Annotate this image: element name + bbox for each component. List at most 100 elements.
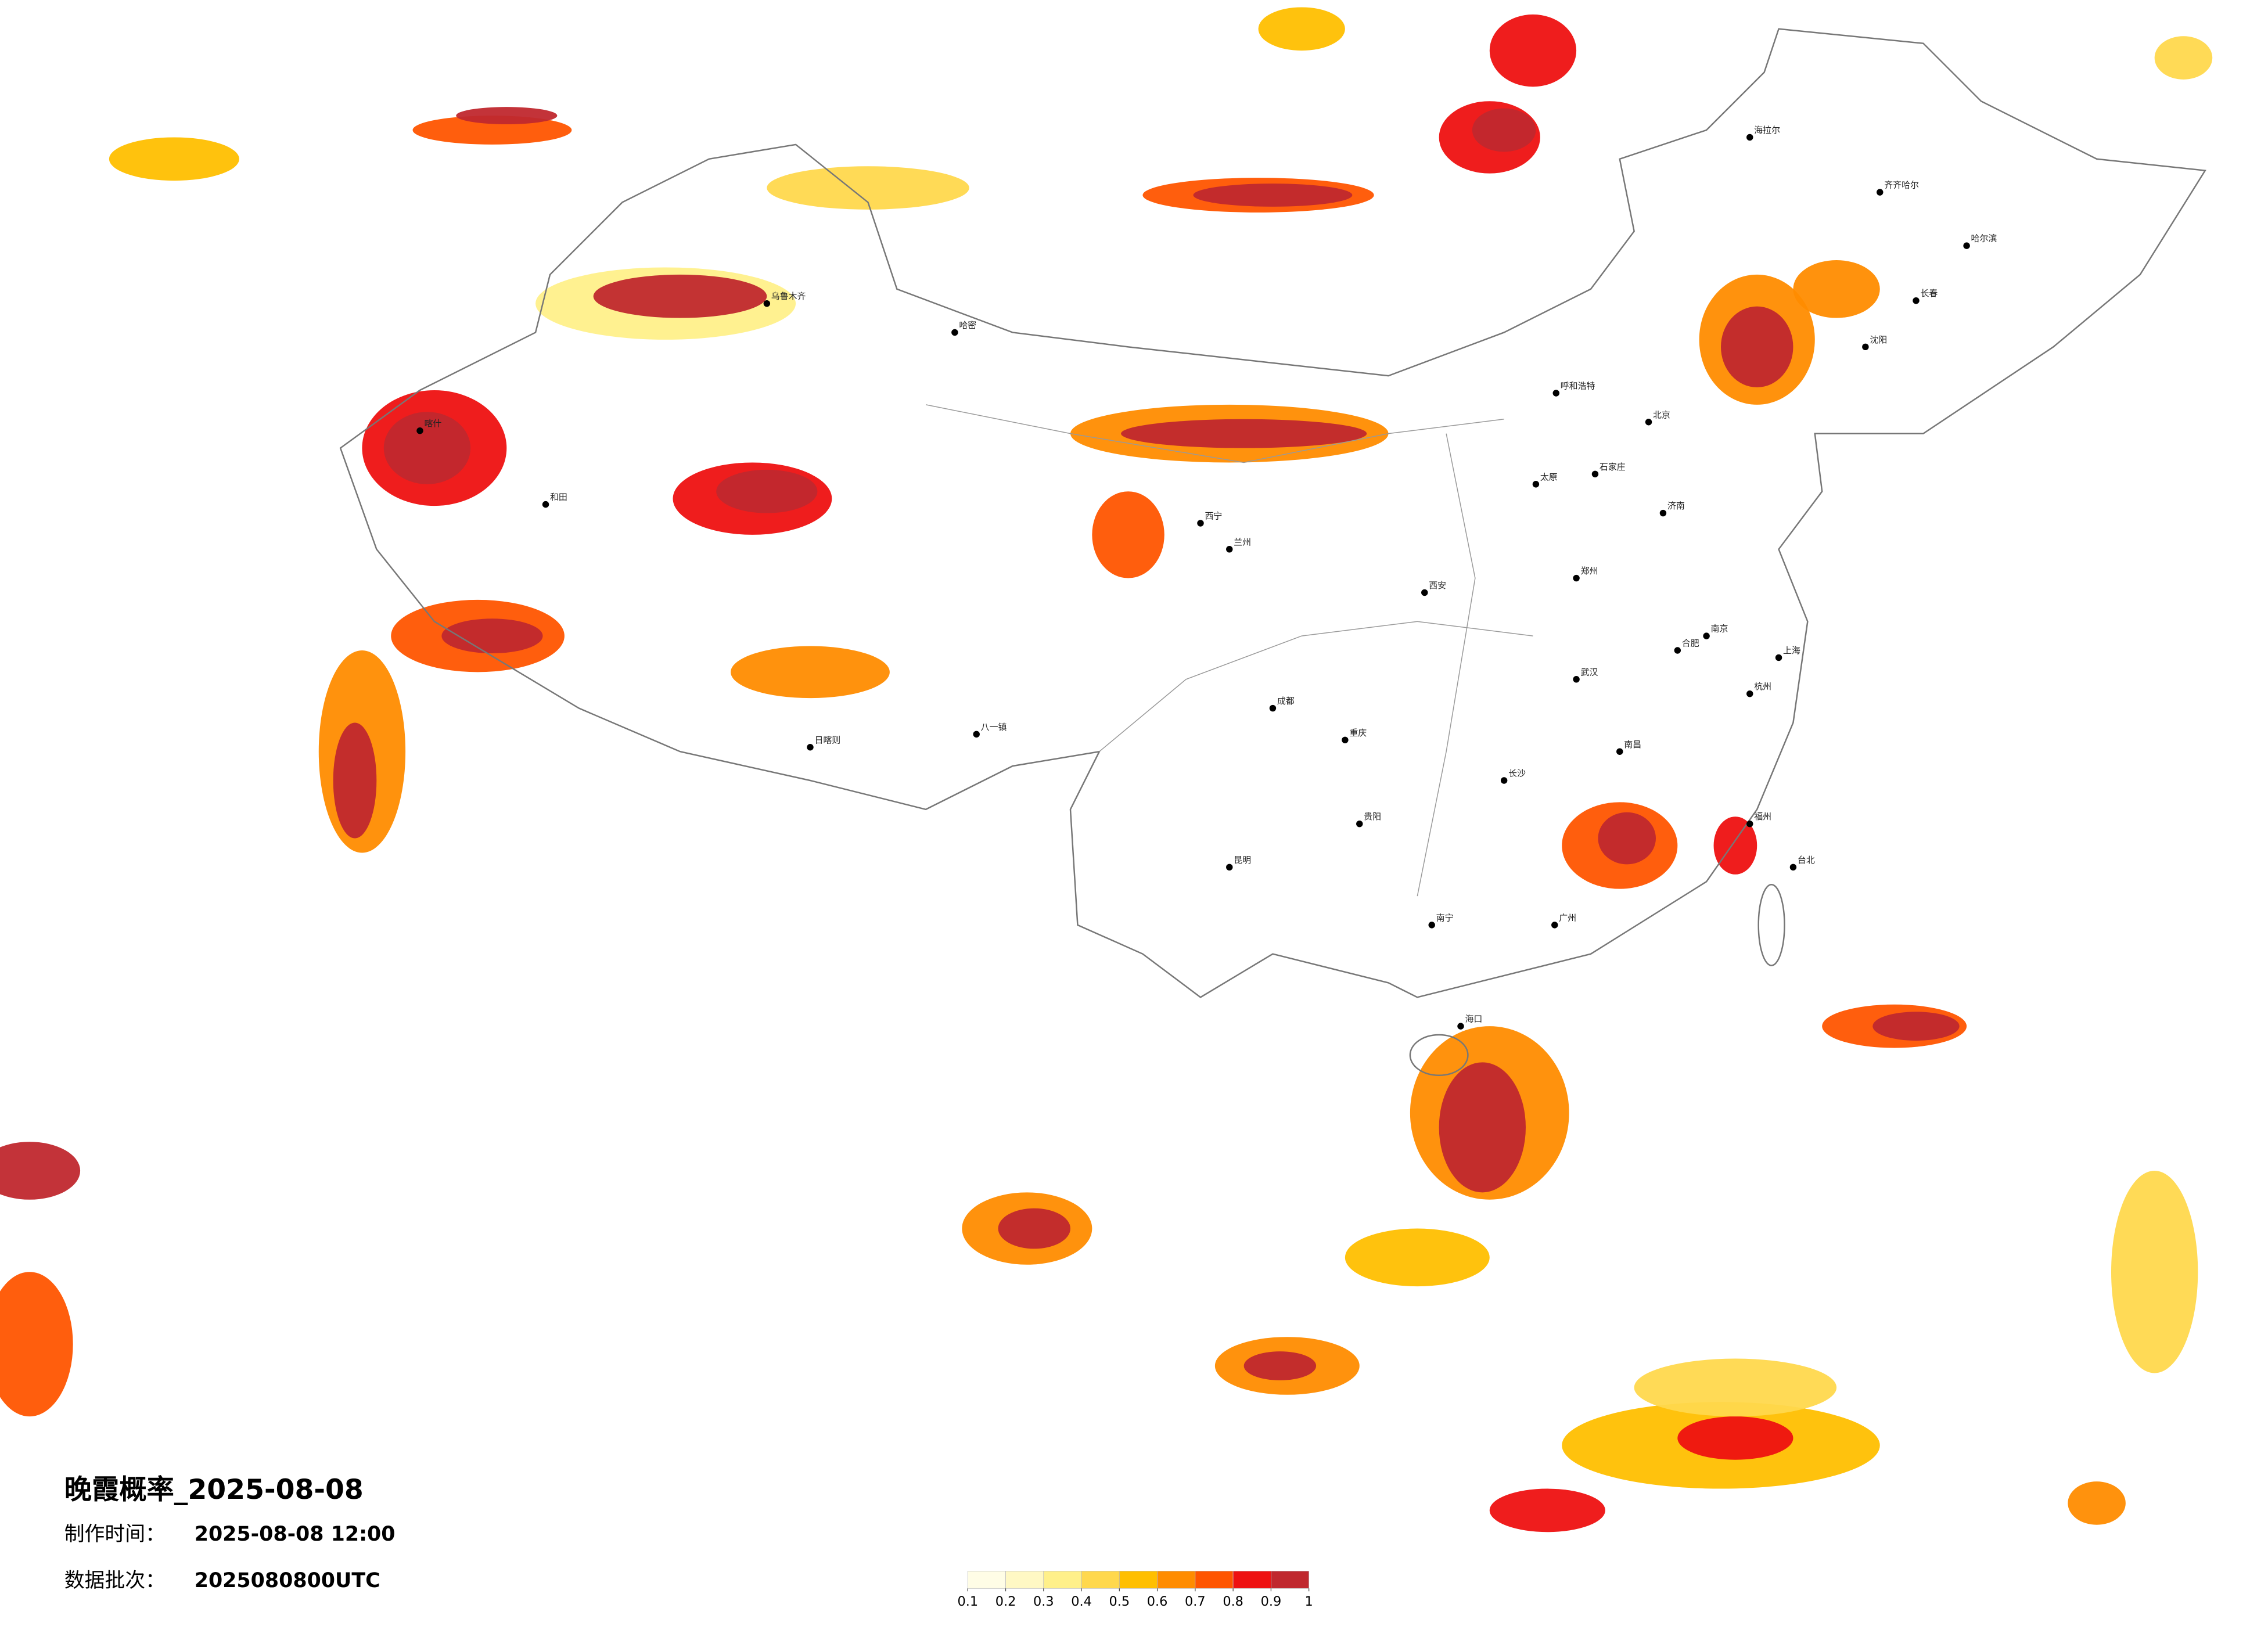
city-dot bbox=[1659, 509, 1667, 517]
probability-patch bbox=[2111, 1171, 2198, 1373]
city-label: 八一镇 bbox=[981, 722, 1007, 732]
city-dot bbox=[1421, 589, 1428, 596]
city-label: 昆明 bbox=[1234, 855, 1251, 865]
city-label: 南昌 bbox=[1624, 739, 1641, 750]
batch-value: 2025080800UTC bbox=[195, 1569, 380, 1592]
city-label: 济南 bbox=[1667, 501, 1685, 511]
city-label: 重庆 bbox=[1349, 728, 1367, 738]
probability-patch bbox=[1598, 812, 1656, 865]
city-dot bbox=[1226, 546, 1233, 553]
probability-patch bbox=[1793, 260, 1880, 318]
probability-patch bbox=[1193, 184, 1353, 207]
city-label: 海口 bbox=[1465, 1014, 1482, 1024]
colorbar-segment bbox=[1157, 1571, 1196, 1589]
country-border bbox=[339, 28, 2206, 998]
city-dot bbox=[1862, 343, 1869, 351]
made-time-label: 制作时间： bbox=[64, 1523, 166, 1546]
probability-patch bbox=[998, 1208, 1070, 1249]
city-dot bbox=[1591, 470, 1599, 478]
city-dot bbox=[1573, 676, 1580, 683]
probability-patch bbox=[2154, 36, 2213, 80]
colorbar-label: 0.8 bbox=[1223, 1594, 1243, 1609]
city-label: 合肥 bbox=[1682, 638, 1699, 649]
probability-field bbox=[0, 7, 2213, 1533]
probability-patch bbox=[109, 137, 239, 181]
city-label: 武汉 bbox=[1581, 667, 1598, 677]
city-dot bbox=[1775, 654, 1782, 661]
city-label: 和田 bbox=[550, 492, 567, 502]
probability-patch bbox=[0, 1142, 81, 1200]
city-dot bbox=[542, 501, 549, 508]
city-label: 日喀则 bbox=[814, 735, 840, 745]
city-dot bbox=[1428, 922, 1435, 929]
colorbar-segment bbox=[1119, 1571, 1158, 1589]
probability-patch bbox=[1092, 491, 1164, 578]
colorbar-label: 0.7 bbox=[1185, 1594, 1206, 1609]
city-label: 北京 bbox=[1653, 409, 1670, 420]
city-dot bbox=[1197, 520, 1204, 527]
city-dot bbox=[1226, 864, 1233, 871]
probability-patch bbox=[767, 166, 969, 210]
city-label: 石家庄 bbox=[1600, 462, 1626, 472]
taiwan-outline bbox=[1757, 883, 1785, 966]
probability-patch bbox=[1489, 14, 1577, 87]
city-dot bbox=[1551, 922, 1558, 929]
city-label: 长春 bbox=[1920, 288, 1938, 298]
city-dot bbox=[1674, 647, 1681, 654]
city-label: 哈尔滨 bbox=[1971, 233, 1997, 244]
city-label: 海拉尔 bbox=[1754, 125, 1780, 135]
probability-patch bbox=[1472, 108, 1536, 152]
city-dot bbox=[1269, 704, 1277, 712]
city-label: 哈密 bbox=[959, 320, 976, 330]
city-label: 西宁 bbox=[1205, 511, 1222, 521]
probability-patch bbox=[1677, 1416, 1793, 1460]
city-dot bbox=[1746, 820, 1753, 828]
city-label: 长沙 bbox=[1508, 768, 1526, 779]
colorbar-segment bbox=[1005, 1571, 1044, 1589]
city-label: 成都 bbox=[1277, 696, 1295, 706]
city-label: 沈阳 bbox=[1870, 334, 1887, 345]
colorbar-label: 0.6 bbox=[1147, 1594, 1168, 1609]
probability-patch bbox=[716, 469, 818, 513]
city-dot bbox=[951, 329, 958, 336]
probability-patch bbox=[441, 618, 543, 653]
city-label: 南宁 bbox=[1436, 912, 1454, 923]
city-dot bbox=[1532, 481, 1540, 488]
made-time-value: 2025-08-08 12:00 bbox=[195, 1523, 396, 1546]
colorbar-segment bbox=[967, 1571, 1006, 1589]
city-label: 上海 bbox=[1783, 645, 1800, 656]
probability-patch bbox=[1243, 1351, 1317, 1380]
city-dot bbox=[1963, 242, 1970, 249]
city-dot bbox=[1746, 690, 1753, 697]
colorbar-label: 0.3 bbox=[1033, 1594, 1054, 1609]
probability-patch bbox=[333, 722, 377, 839]
colorbar-segment bbox=[1081, 1571, 1120, 1589]
city-label: 郑州 bbox=[1581, 566, 1598, 576]
colorbar-segment bbox=[1271, 1571, 1310, 1589]
colorbar-segment bbox=[1043, 1571, 1082, 1589]
city-dot bbox=[1342, 736, 1349, 744]
colorbar-label: 0.5 bbox=[1109, 1594, 1130, 1609]
city-dot bbox=[1645, 419, 1652, 426]
city-dot bbox=[973, 731, 980, 738]
city-dot bbox=[1703, 632, 1710, 639]
probability-patch bbox=[1258, 7, 1345, 51]
city-label: 南京 bbox=[1711, 624, 1728, 634]
city-dot bbox=[1457, 1023, 1464, 1030]
batch-label: 数据批次： bbox=[64, 1569, 166, 1592]
probability-patch bbox=[1439, 1062, 1526, 1193]
probability-patch bbox=[1713, 816, 1757, 875]
city-dot bbox=[1552, 390, 1559, 397]
probability-patch bbox=[2068, 1481, 2126, 1525]
colorbar-label: 1 bbox=[1305, 1594, 1313, 1609]
city-label: 广州 bbox=[1559, 912, 1576, 923]
city-dot bbox=[1500, 777, 1508, 784]
probability-patch bbox=[383, 412, 471, 484]
city-dot bbox=[1573, 574, 1580, 582]
city-dot bbox=[1616, 748, 1623, 755]
probability-patch bbox=[1720, 306, 1793, 388]
city-label: 呼和浩特 bbox=[1561, 381, 1595, 391]
city-label: 台北 bbox=[1798, 855, 1815, 865]
city-dot bbox=[416, 427, 423, 434]
